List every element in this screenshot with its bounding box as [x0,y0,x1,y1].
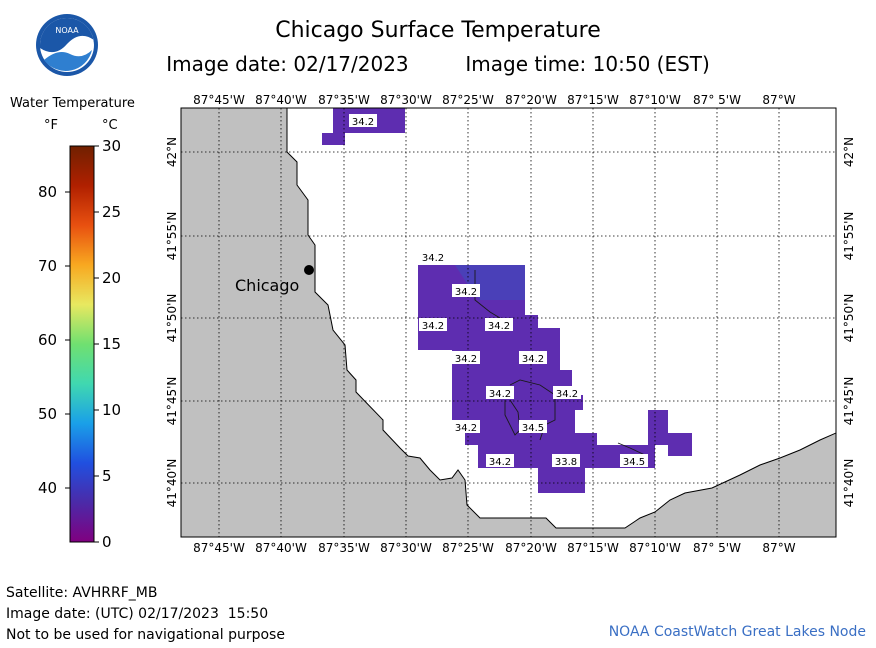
svg-text:34.2: 34.2 [489,457,511,468]
longitude-label: 87°W [762,541,795,555]
longitude-label: 87°35'W [318,541,370,555]
image-datetime: Image date: 02/17/2023 Image time: 10:50… [0,52,876,76]
temperature-label: 34.2 [519,351,547,365]
longitude-label: 87°25'W [442,541,494,555]
longitude-label: 87°40'W [255,93,307,107]
chicago-marker [304,265,314,275]
colorbar [69,145,95,543]
page-title: Chicago Surface Temperature [275,18,601,43]
svg-text:34.2: 34.2 [489,389,511,400]
longitude-label: 87°10'W [629,541,681,555]
latitude-labels-left: 42°N 41°55'N 41°50'N 41°45'N 41°40'N [165,137,179,508]
legend-tick-c: 25 [102,203,122,221]
credit-text: NOAA CoastWatch Great Lakes Node [608,624,866,640]
latitude-label: 41°45'N [842,377,856,426]
svg-text:34.2: 34.2 [422,253,444,264]
longitude-label: 87°45'W [193,541,245,555]
latitude-label: 41°40'N [165,459,179,508]
temperature-label: 34.2 [485,318,513,332]
graticule [181,108,836,537]
navigation-disclaimer: Not to be used for navigational purpose [6,627,285,643]
latitude-label: 41°40'N [842,459,856,508]
longitude-label: 87°35'W [318,93,370,107]
longitude-label: 87°20'W [505,541,557,555]
legend-tick-f: 40 [38,479,58,497]
temperature-label: 34.2 [452,284,480,298]
longitude-label: 87°20'W [505,93,557,107]
svg-text:34.5: 34.5 [522,423,544,434]
legend-tick-c: 0 [102,533,112,551]
image-time: Image time: 10:50 (EST) [465,52,710,76]
temperature-label: 33.8 [552,454,580,468]
temperature-labels: 34.2 34.2 34.2 34.2 34.2 34.2 34.2 34.2 34.2 34.2… [349,114,648,468]
longitude-label: 87° 5'W [693,541,741,555]
svg-text:34.2: 34.2 [455,354,477,365]
longitude-label: 87°45'W [193,93,245,107]
svg-text:34.2: 34.2 [488,321,510,332]
longitude-labels-top: 87°45'W 87°40'W 87°35'W 87°30'W 87°25'W 87°20… [193,93,796,107]
latitude-label: 41°50'N [165,294,179,343]
footer-info: Satellite: AVHRRF_MB Image date: (UTC) 0… [6,583,285,646]
legend-tick-c: 20 [102,269,122,287]
svg-text:33.8: 33.8 [555,457,577,468]
temperature-label: 34.2 [452,351,480,365]
latitude-label: 41°55'N [165,212,179,261]
longitude-labels-bottom: 87°45'W 87°40'W 87°35'W 87°30'W 87°25'W 87°20… [193,541,796,555]
svg-text:34.5: 34.5 [623,457,645,468]
longitude-label: 87°10'W [629,93,681,107]
latitude-labels-right: 42°N 41°55'N 41°50'N 41°45'N 41°40'N [842,137,856,508]
temperature-label: 34.2 [419,250,447,264]
city-label: Chicago [235,276,299,295]
temperature-label: 34.2 [486,454,514,468]
legend-tick-f: 60 [38,331,58,349]
satellite-info: Satellite: AVHRRF_MB [6,585,158,601]
latitude-label: 42°N [165,137,179,167]
land-illinois-indiana [181,108,836,537]
legend-unit-f: °F [44,118,58,133]
temperature-label: 34.5 [519,420,547,434]
svg-text:34.2: 34.2 [455,423,477,434]
legend-tick-c: 15 [102,335,122,353]
latitude-label: 41°55'N [842,212,856,261]
temperature-label: 34.2 [553,386,581,400]
noaa-logo-text: NOAA [55,26,79,35]
legend-tick-c: 30 [102,137,122,155]
longitude-label: 87°W [762,93,795,107]
longitude-label: 87°25'W [442,93,494,107]
image-date: Image date: 02/17/2023 [166,52,409,76]
latitude-label: 41°50'N [842,294,856,343]
svg-text:34.2: 34.2 [352,117,374,128]
noaa-logo: NOAA [36,14,98,76]
utc-date-info: Image date: (UTC) 02/17/2023 15:50 [6,606,269,622]
legend-unit-c: °C [102,118,118,133]
legend-tick-c: 5 [102,467,112,485]
temperature-label: 34.5 [620,454,648,468]
longitude-label: 87° 5'W [693,93,741,107]
svg-text:34.2: 34.2 [556,389,578,400]
legend-title: Water Temperature [10,96,135,111]
svg-text:34.2: 34.2 [422,321,444,332]
longitude-label: 87°15'W [567,541,619,555]
legend-tick-c: 10 [102,401,122,419]
longitude-label: 87°15'W [567,93,619,107]
legend-tick-f: 50 [38,405,58,423]
temperature-label: 34.2 [349,114,377,128]
temperature-label: 34.2 [486,386,514,400]
svg-text:34.2: 34.2 [455,287,477,298]
latitude-label: 41°45'N [165,377,179,426]
svg-text:34.2: 34.2 [522,354,544,365]
latitude-label: 42°N [842,137,856,167]
longitude-label: 87°30'W [380,541,432,555]
temperature-label: 34.2 [452,420,480,434]
longitude-label: 87°30'W [380,93,432,107]
longitude-label: 87°40'W [255,541,307,555]
legend-tick-f: 70 [38,257,58,275]
legend-tick-f: 80 [38,183,58,201]
colorbar-ticks [65,145,99,543]
map-frame [180,107,837,538]
temperature-label: 34.2 [419,318,447,332]
